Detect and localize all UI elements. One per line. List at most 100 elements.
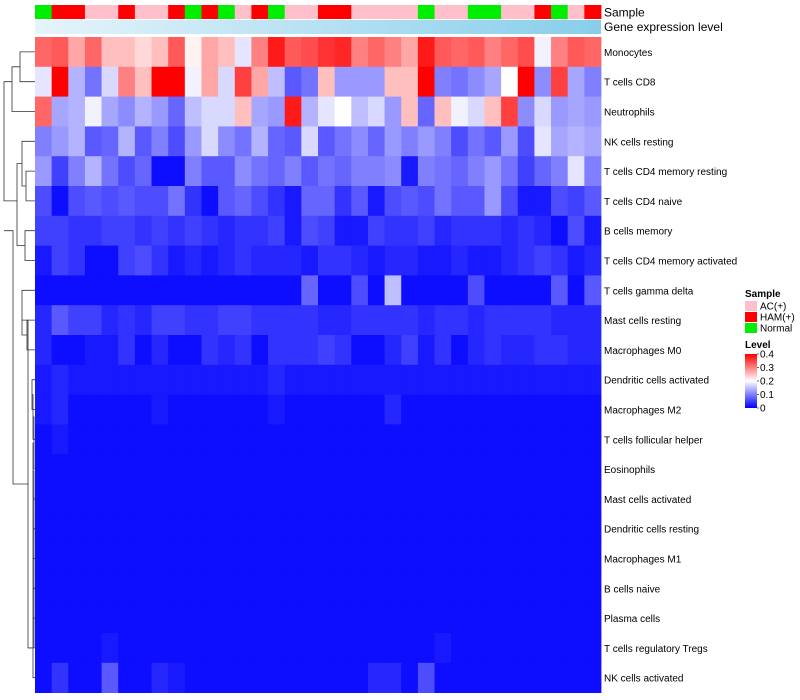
heatmap-cell xyxy=(501,335,519,366)
heatmap-cell xyxy=(517,513,535,544)
heatmap-cell xyxy=(467,126,485,157)
heatmap-cell xyxy=(201,662,219,693)
heatmap-cell xyxy=(367,633,385,664)
expression-annotation-bar xyxy=(35,20,601,34)
heatmap-cell xyxy=(434,305,452,336)
heatmap-cell xyxy=(351,96,369,127)
heatmap-cell xyxy=(534,305,552,336)
heatmap-cell xyxy=(251,662,269,693)
heatmap-cell xyxy=(68,424,86,455)
heatmap-cell xyxy=(51,96,69,127)
heatmap-cell xyxy=(134,305,152,336)
heatmap-cell xyxy=(251,156,269,187)
heatmap-cell xyxy=(68,215,86,246)
heatmap-cell xyxy=(451,186,469,217)
heatmap-cell xyxy=(384,364,402,395)
heatmap-cell xyxy=(151,156,169,187)
row-label: NK cells activated xyxy=(604,674,683,685)
heatmap-cell xyxy=(401,364,419,395)
heatmap-cell xyxy=(417,484,435,515)
heatmap-cell xyxy=(101,305,119,336)
heatmap-cell xyxy=(434,215,452,246)
heatmap-cell xyxy=(517,305,535,336)
heatmap-cell xyxy=(484,662,502,693)
heatmap-cell xyxy=(318,364,336,395)
heatmap-cell xyxy=(234,305,252,336)
heatmap-cell xyxy=(567,156,585,187)
heatmap-cell xyxy=(334,424,352,455)
heatmap-cell xyxy=(151,364,169,395)
heatmap-cell xyxy=(301,603,319,634)
heatmap-cell xyxy=(484,66,502,97)
heatmap-cell xyxy=(301,215,319,246)
heatmap-cell xyxy=(484,424,502,455)
heatmap-cell xyxy=(84,662,102,693)
heatmap-cell xyxy=(68,186,86,217)
heatmap-cell xyxy=(101,364,119,395)
heatmap-cell xyxy=(351,484,369,515)
heatmap-cell xyxy=(101,394,119,425)
heatmap-cell xyxy=(51,364,69,395)
heatmap-cell xyxy=(268,305,286,336)
heatmap-cell xyxy=(534,215,552,246)
row-label: Macrophages M1 xyxy=(604,555,682,566)
heatmap-cell xyxy=(351,633,369,664)
heatmap-cell xyxy=(401,126,419,157)
heatmap-cell xyxy=(84,543,102,574)
heatmap-cell xyxy=(584,215,602,246)
heatmap-cell xyxy=(584,364,602,395)
heatmap-cell xyxy=(551,454,569,485)
heatmap-cell xyxy=(84,126,102,157)
heatmap-cell xyxy=(234,37,252,68)
heatmap-cell xyxy=(35,305,53,336)
heatmap-cell xyxy=(284,394,302,425)
heatmap-cell xyxy=(151,335,169,366)
heatmap-cell xyxy=(551,335,569,366)
heatmap-cell xyxy=(417,394,435,425)
heatmap-cell xyxy=(551,633,569,664)
heatmap-cell xyxy=(68,662,86,693)
heatmap-cell xyxy=(367,275,385,306)
heatmap-cell xyxy=(318,186,336,217)
heatmap-cell xyxy=(501,394,519,425)
heatmap-cell xyxy=(351,156,369,187)
heatmap-cell xyxy=(68,394,86,425)
heatmap-cell xyxy=(51,662,69,693)
heatmap-cell xyxy=(517,245,535,276)
heatmap-cell xyxy=(501,245,519,276)
heatmap-cell xyxy=(334,662,352,693)
heatmap-cell xyxy=(51,394,69,425)
sample-bar-cell xyxy=(251,5,269,19)
heatmap-cell xyxy=(268,66,286,97)
row-label: Neutrophils xyxy=(604,108,655,119)
heatmap-cell xyxy=(201,543,219,574)
heatmap-cell xyxy=(567,454,585,485)
heatmap-cell xyxy=(101,215,119,246)
heatmap-cell xyxy=(151,305,169,336)
heatmap-cell xyxy=(35,245,53,276)
heatmap-cell xyxy=(151,245,169,276)
heatmap-cell xyxy=(434,454,452,485)
heatmap-cell xyxy=(184,305,202,336)
heatmap-cell xyxy=(234,66,252,97)
heatmap-cell xyxy=(401,454,419,485)
heatmap-cell xyxy=(84,186,102,217)
sample-bar-cell xyxy=(184,5,202,19)
sample-annotation-label: Sample xyxy=(604,6,645,20)
heatmap-cell xyxy=(484,513,502,544)
heatmap-cell xyxy=(584,662,602,693)
heatmap-cell xyxy=(384,335,402,366)
sample-bar-cell xyxy=(268,5,286,19)
heatmap-cell xyxy=(384,96,402,127)
heatmap-cell xyxy=(451,66,469,97)
heatmap-cell xyxy=(501,156,519,187)
heatmap-cell xyxy=(401,96,419,127)
heatmap-cell xyxy=(134,573,152,604)
heatmap-cell xyxy=(118,633,136,664)
heatmap-cell xyxy=(384,603,402,634)
heatmap-cell xyxy=(184,573,202,604)
heatmap-cell xyxy=(251,66,269,97)
heatmap-cell xyxy=(517,573,535,604)
heatmap-cell xyxy=(451,156,469,187)
heatmap-cell xyxy=(584,156,602,187)
